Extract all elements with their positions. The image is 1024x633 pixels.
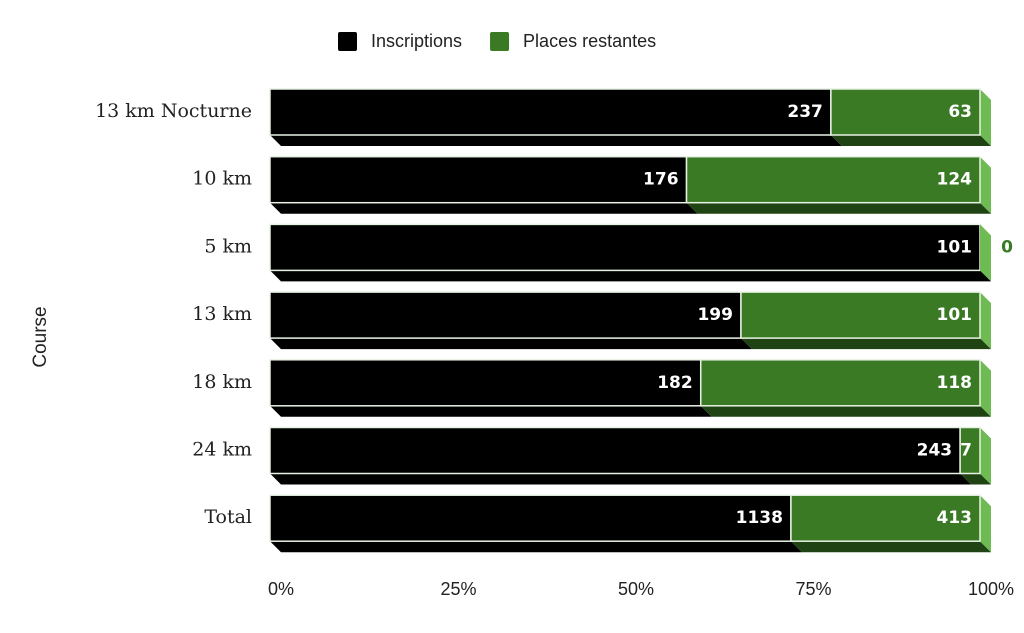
data-label: 101 (937, 305, 973, 325)
bar (269, 291, 742, 339)
data-label: 199 (697, 305, 733, 325)
bar (269, 359, 702, 407)
bar-bottom-face (270, 473, 972, 485)
x-tick-label: 25% (440, 579, 476, 599)
data-label: 0 (1001, 237, 1013, 257)
bar-bottom-face (270, 135, 842, 146)
bar-side-face (980, 292, 991, 350)
category-label: 13 km (192, 303, 252, 325)
data-label: 63 (948, 102, 972, 122)
bar-side-face (980, 156, 991, 214)
x-tick-label: 0% (268, 579, 294, 599)
legend-label: Inscriptions (371, 31, 462, 51)
category-label: 5 km (204, 235, 252, 257)
bar (685, 155, 981, 204)
x-tick-label: 75% (795, 579, 831, 599)
legend-swatch (338, 32, 357, 51)
bar (790, 494, 981, 542)
bar-side-face (980, 359, 991, 417)
x-tick-label: 100% (968, 579, 1014, 599)
x-tick-label: 50% (618, 579, 654, 599)
data-label: 182 (657, 373, 693, 393)
data-label: 176 (643, 170, 679, 190)
bar (269, 88, 832, 136)
data-label: 124 (937, 170, 973, 190)
bar-bottom-face (960, 473, 991, 485)
legend-swatch (490, 32, 510, 51)
category-label: 10 km (192, 168, 252, 190)
bar-side-face (980, 224, 991, 282)
data-label: 243 (917, 441, 953, 461)
bar (740, 291, 981, 339)
bar-bottom-face (740, 338, 991, 350)
legend-label: Places restantes (523, 31, 656, 51)
bar (269, 494, 792, 542)
bar-bottom-face (830, 135, 991, 146)
bar-side-face (980, 89, 991, 146)
bar-bottom-face (270, 270, 991, 282)
data-label: 413 (937, 508, 973, 528)
bar (269, 426, 961, 475)
bar (959, 426, 981, 475)
data-label: 101 (937, 237, 973, 257)
category-label: Total (204, 506, 252, 528)
y-axis-label: Course (30, 306, 51, 367)
bar-bottom-face (270, 202, 698, 214)
bar-side-face (980, 427, 991, 485)
bar-side-face (980, 495, 991, 553)
bar (269, 223, 981, 272)
bar (830, 88, 981, 136)
data-label: 7 (960, 441, 972, 461)
data-label: 1138 (736, 508, 783, 528)
bar-bottom-face (270, 405, 712, 417)
category-label: 13 km Nocturne (95, 100, 252, 122)
bar-bottom-face (790, 541, 991, 553)
data-label: 237 (787, 102, 823, 122)
bar-bottom-face (686, 202, 991, 214)
category-label: 24 km (192, 439, 252, 461)
bar-bottom-face (270, 541, 802, 553)
bar (699, 359, 981, 407)
bar-bottom-face (700, 405, 991, 417)
category-label: 18 km (192, 371, 252, 393)
bar (269, 155, 688, 204)
data-label: 118 (937, 373, 973, 393)
bar-bottom-face (270, 338, 752, 350)
